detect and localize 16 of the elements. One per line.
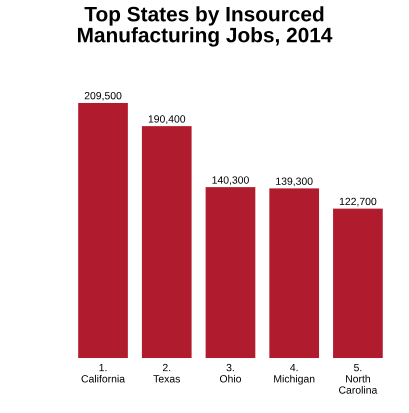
bar [142,126,192,358]
bar [269,188,320,358]
x-tick-label: 1. California [82,364,126,382]
data-label: 122,700 [340,198,376,206]
x-tick-label: 5. North Carolina [339,364,378,394]
bar [206,187,256,358]
data-label: 140,300 [212,176,249,185]
data-label: 190,400 [148,115,186,124]
x-tick-label: 2. Texas [153,364,180,382]
chart-title: Top States by Insourced Manufacturing Jobs, 2014 [78,6,332,47]
data-label: 139,300 [276,178,313,186]
bar [333,208,383,358]
x-tick-label: 4. Michigan [274,364,314,385]
data-label: 209,500 [84,92,122,101]
bar [78,102,128,358]
x-tick-label: 3. Ohio [220,364,242,382]
